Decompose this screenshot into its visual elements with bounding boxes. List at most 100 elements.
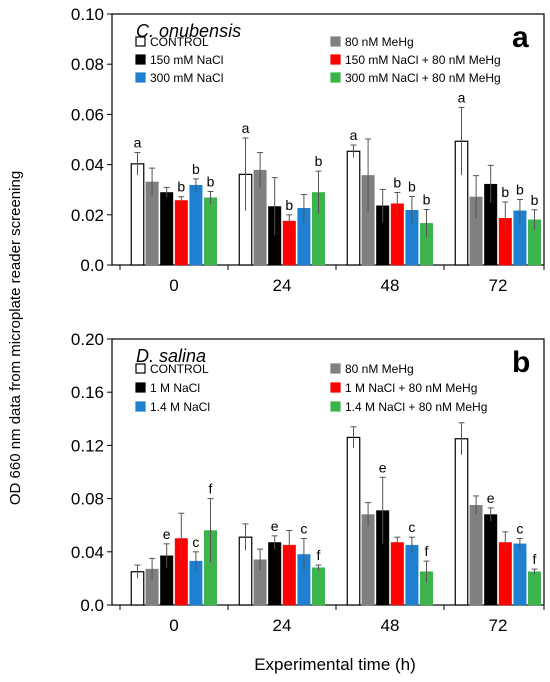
bar-nacl_low <box>160 192 174 266</box>
significance-label: e <box>379 459 387 475</box>
significance-label: a <box>134 135 142 151</box>
legend-item: 1.4 M NaCl <box>150 400 210 414</box>
y-tick-label: 0.08 <box>71 55 104 74</box>
panel-label: b <box>512 346 530 379</box>
significance-label: b <box>531 192 539 208</box>
chart-title: C. onubensis <box>136 21 241 41</box>
bar-control <box>346 150 361 266</box>
bar-nacl_high <box>513 543 527 606</box>
significance-label: c <box>516 521 523 537</box>
y-tick-label: 0.16 <box>71 383 104 402</box>
x-tick-label: 24 <box>273 616 292 635</box>
bar-nacl_high_mehg <box>528 571 541 606</box>
bar-control <box>130 163 145 266</box>
legend-swatch <box>135 54 146 65</box>
legend-item: 80 nM MeHg <box>345 35 414 49</box>
bar-nacl_high_mehg <box>204 197 217 266</box>
x-tick-label: 72 <box>489 616 508 635</box>
panel-b: 0.00.040.080.120.160.200 24 48 72e cfe cfecfe… <box>71 330 545 635</box>
significance-label: b <box>177 179 185 195</box>
legend-swatch <box>330 36 341 47</box>
significance-label: b <box>285 197 293 213</box>
legend-swatch <box>135 401 146 412</box>
y-tick-label: 0.20 <box>71 330 104 349</box>
legend-item: 1 M NaCl <box>150 381 200 395</box>
panel-label: a <box>512 21 529 54</box>
x-tick-label: 24 <box>273 276 292 295</box>
significance-label: b <box>192 161 200 177</box>
significance-label: c <box>408 519 415 535</box>
legend-item: CONTROL <box>150 362 209 376</box>
x-tick-label: 72 <box>489 276 508 295</box>
legend-swatch <box>135 36 146 47</box>
plot-frame <box>111 13 545 266</box>
legend-item: 80 nM MeHg <box>345 362 414 376</box>
chart-title: D. salina <box>136 346 206 366</box>
legend-swatch <box>330 401 341 412</box>
y-tick-label: 0.12 <box>71 436 104 455</box>
legend-swatch <box>330 382 341 393</box>
legend-swatch <box>330 54 341 65</box>
bar-nacl_low <box>484 514 498 606</box>
bar-mehg <box>361 514 375 606</box>
legend-swatch <box>330 72 341 83</box>
legend-item: CONTROL <box>150 35 209 49</box>
bar-nacl_high <box>189 184 203 266</box>
significance-label: c <box>300 521 307 537</box>
legend-swatch <box>135 382 146 393</box>
significance-label: b <box>207 173 215 189</box>
significance-label: a <box>350 127 358 143</box>
significance-label: f <box>209 481 213 497</box>
significance-label: c <box>192 534 199 550</box>
x-tick-label: 0 <box>169 616 178 635</box>
bar-nacl_low_mehg <box>390 542 404 606</box>
significance-label: f <box>533 551 537 567</box>
significance-label: a <box>458 89 466 105</box>
significance-label: e <box>487 490 495 506</box>
significance-label: e <box>271 518 279 534</box>
bar-control <box>454 438 469 606</box>
legend-swatch <box>135 72 146 83</box>
significance-label: b <box>315 153 323 169</box>
x-tick-label: 0 <box>169 276 178 295</box>
y-tick-label: 0.0 <box>80 256 104 275</box>
significance-label: b <box>393 174 401 190</box>
y-tick-label: 0.08 <box>71 490 104 509</box>
x-axis-label: Experimental time (h) <box>254 655 416 674</box>
x-tick-label: 48 <box>381 276 400 295</box>
significance-label: b <box>408 178 416 194</box>
y-tick-label: 0.04 <box>71 543 104 562</box>
y-tick-label: 0.02 <box>71 206 104 225</box>
bar-nacl_low_mehg <box>282 220 296 266</box>
significance-label: b <box>516 181 524 197</box>
legend-item: 150 mM NaCl + 80 nM MeHg <box>345 53 501 67</box>
bar-nacl_low_mehg <box>174 200 188 266</box>
legend-item: 1.4 M NaCl + 80 nM MeHg <box>345 400 487 414</box>
bar-control <box>346 436 361 606</box>
significance-label: b <box>501 184 509 200</box>
legend-swatch <box>135 363 146 374</box>
y-axis-label: OD 660 nm data from microplate reader sc… <box>7 171 24 505</box>
significance-label: f <box>425 543 429 559</box>
bar-nacl_high_mehg <box>312 567 325 606</box>
legend-swatch <box>330 363 341 374</box>
y-tick-label: 0.06 <box>71 105 104 124</box>
x-tick-label: 48 <box>381 616 400 635</box>
significance-label: f <box>317 547 321 563</box>
legend-item: 150 mM NaCl <box>150 53 223 67</box>
bar-nacl_high <box>405 544 419 606</box>
legend-item: 1 M NaCl + 80 nM MeHg <box>345 381 477 395</box>
bar-mehg <box>469 505 483 606</box>
legend-item: 300 mM NaCl <box>150 71 223 85</box>
y-tick-label: 0.04 <box>71 156 104 175</box>
significance-label: b <box>423 192 431 208</box>
significance-label: e <box>163 526 171 542</box>
y-tick-label: 0.0 <box>80 596 104 615</box>
legend-item: 300 mM NaCl + 80 nM MeHg <box>345 71 501 85</box>
bar-nacl_low <box>268 542 282 606</box>
significance-label: a <box>242 120 250 136</box>
y-tick-label: 0.10 <box>71 5 104 24</box>
plot-frame <box>111 338 545 606</box>
